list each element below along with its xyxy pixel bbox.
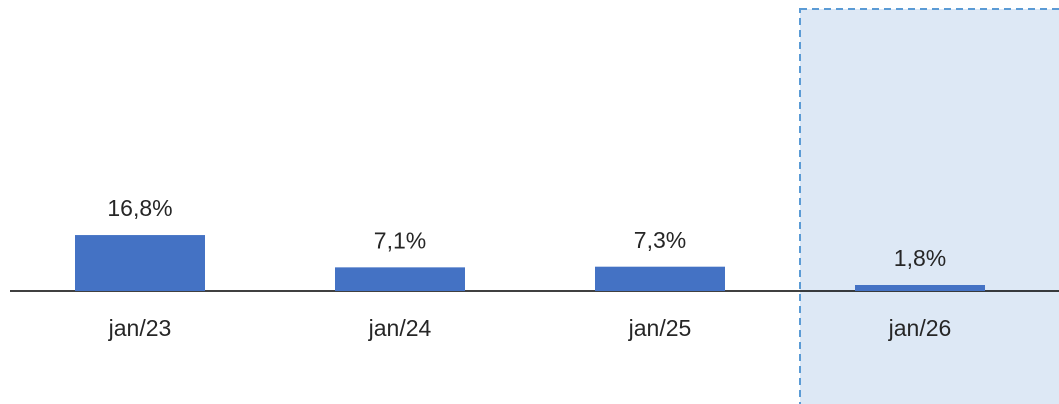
data-label: 1,8% bbox=[894, 245, 946, 271]
x-tick-label: jan/26 bbox=[888, 315, 952, 341]
data-label: 7,1% bbox=[374, 227, 426, 253]
bar bbox=[75, 235, 205, 291]
data-label: 7,3% bbox=[634, 227, 686, 253]
bar bbox=[855, 285, 985, 291]
x-tick-label: jan/23 bbox=[108, 315, 172, 341]
data-label: 16,8% bbox=[107, 195, 172, 221]
bar bbox=[595, 266, 725, 291]
highlight-region bbox=[799, 8, 1059, 404]
x-tick-label: jan/25 bbox=[628, 315, 692, 341]
bar bbox=[335, 267, 465, 291]
x-tick-label: jan/24 bbox=[368, 315, 432, 341]
